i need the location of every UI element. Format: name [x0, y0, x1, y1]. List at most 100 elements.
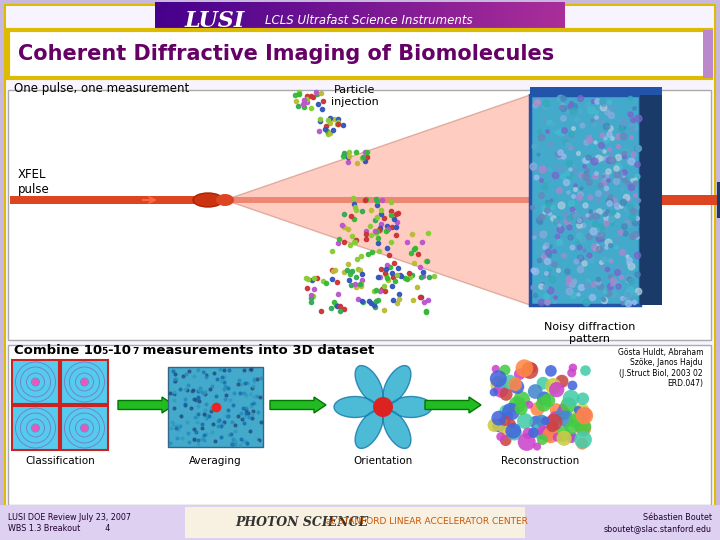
Bar: [192, 2, 197, 40]
Bar: [703, 30, 713, 78]
Ellipse shape: [574, 406, 582, 414]
Bar: [507, 2, 510, 40]
Ellipse shape: [373, 397, 393, 417]
Bar: [432, 2, 436, 40]
Bar: [366, 2, 371, 40]
Bar: [179, 2, 183, 40]
FancyArrow shape: [118, 397, 174, 413]
Text: Orientation: Orientation: [354, 456, 413, 466]
Bar: [717, 182, 720, 218]
Bar: [182, 2, 186, 40]
Bar: [538, 2, 541, 40]
Ellipse shape: [500, 405, 512, 417]
Bar: [524, 2, 528, 40]
Bar: [309, 2, 312, 40]
Bar: [466, 2, 470, 40]
Bar: [343, 2, 347, 40]
Ellipse shape: [492, 365, 500, 373]
Ellipse shape: [532, 423, 548, 439]
Bar: [254, 2, 258, 40]
Text: -10: -10: [107, 344, 131, 357]
Bar: [155, 2, 159, 40]
Bar: [225, 197, 530, 203]
Bar: [10, 196, 205, 204]
Ellipse shape: [550, 403, 562, 416]
Bar: [558, 2, 562, 40]
Bar: [456, 2, 459, 40]
Ellipse shape: [493, 383, 508, 397]
Bar: [541, 2, 545, 40]
Bar: [514, 2, 518, 40]
Bar: [408, 2, 412, 40]
Bar: [168, 2, 173, 40]
Ellipse shape: [507, 426, 522, 441]
Ellipse shape: [499, 423, 510, 435]
Bar: [480, 2, 484, 40]
Bar: [271, 2, 275, 40]
Bar: [531, 2, 535, 40]
Ellipse shape: [541, 416, 550, 425]
Bar: [251, 2, 255, 40]
Bar: [168, 367, 263, 447]
Ellipse shape: [569, 363, 577, 372]
Bar: [8, 345, 711, 505]
Ellipse shape: [546, 421, 558, 432]
Bar: [640, 95, 662, 305]
Bar: [473, 2, 477, 40]
Ellipse shape: [562, 390, 580, 407]
Ellipse shape: [537, 426, 548, 437]
Ellipse shape: [536, 377, 549, 390]
Bar: [425, 2, 429, 40]
Polygon shape: [225, 95, 530, 305]
Bar: [305, 2, 310, 40]
Bar: [196, 2, 200, 40]
Ellipse shape: [515, 402, 528, 415]
Bar: [370, 2, 374, 40]
FancyArrow shape: [425, 397, 481, 413]
Ellipse shape: [81, 379, 88, 386]
Text: XFEL
pulse: XFEL pulse: [18, 168, 50, 196]
Ellipse shape: [575, 418, 591, 434]
Bar: [521, 2, 524, 40]
Ellipse shape: [567, 381, 577, 390]
Bar: [530, 95, 640, 305]
Ellipse shape: [505, 411, 513, 420]
Ellipse shape: [503, 375, 517, 389]
Text: LUSI DOE Review July 23, 2007
WBS 1.3 Breakout          4: LUSI DOE Review July 23, 2007 WBS 1.3 Br…: [8, 514, 131, 532]
Ellipse shape: [390, 396, 432, 417]
Ellipse shape: [521, 362, 539, 379]
Bar: [230, 2, 234, 40]
Ellipse shape: [32, 379, 39, 386]
Ellipse shape: [549, 411, 562, 423]
Text: measurements into 3D dataset: measurements into 3D dataset: [138, 344, 374, 357]
Ellipse shape: [577, 393, 589, 405]
Bar: [203, 2, 207, 40]
Ellipse shape: [571, 411, 581, 421]
Text: Particle
injection: Particle injection: [331, 85, 379, 106]
Bar: [391, 2, 395, 40]
Bar: [510, 2, 514, 40]
Bar: [189, 2, 193, 40]
Bar: [340, 2, 343, 40]
Ellipse shape: [546, 414, 562, 430]
Ellipse shape: [575, 431, 592, 449]
Bar: [326, 2, 330, 40]
Ellipse shape: [497, 379, 506, 388]
Ellipse shape: [567, 368, 576, 377]
Text: Coherent Diffractive Imaging of Biomolecules: Coherent Diffractive Imaging of Biomolec…: [18, 44, 554, 64]
Bar: [452, 2, 456, 40]
Bar: [405, 2, 408, 40]
Bar: [199, 2, 203, 40]
Ellipse shape: [541, 393, 555, 407]
Bar: [213, 2, 217, 40]
Bar: [176, 2, 179, 40]
Bar: [384, 2, 388, 40]
Ellipse shape: [516, 359, 534, 377]
Ellipse shape: [557, 410, 575, 427]
Text: Gösta Huldt, Abraham
Szöke, Janos Hajdu
(J.Struct Biol, 2003 02
ERD.047): Gösta Huldt, Abraham Szöke, Janos Hajdu …: [618, 348, 703, 388]
Bar: [354, 2, 357, 40]
Bar: [435, 2, 439, 40]
Bar: [503, 2, 508, 40]
Ellipse shape: [555, 427, 571, 442]
Ellipse shape: [533, 442, 541, 450]
